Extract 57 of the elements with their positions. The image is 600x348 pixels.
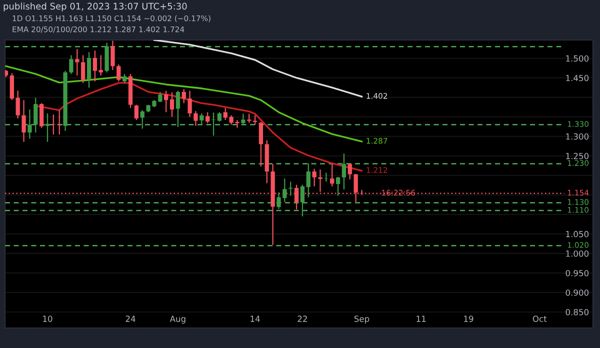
candlestick	[206, 112, 210, 124]
candlestick	[86, 52, 92, 88]
candlestick	[34, 97, 38, 134]
candlestick	[306, 162, 310, 198]
candlestick	[348, 162, 352, 180]
candlestick	[170, 92, 174, 118]
candlestick	[342, 153, 346, 190]
candlestick	[22, 100, 26, 142]
candlestick	[92, 50, 98, 82]
candlestick	[300, 184, 305, 217]
y-tick-label: 0.900	[566, 289, 589, 296]
candlestick	[182, 88, 186, 104]
candlestick	[134, 104, 139, 121]
candlestick	[39, 102, 44, 128]
candlestick	[98, 54, 103, 76]
candlestick	[116, 64, 121, 82]
y-tick-label: 1.050	[566, 230, 589, 238]
candlestick	[10, 72, 14, 101]
x-tick-label: 14	[250, 316, 260, 322]
y-tick-label: 0.850	[566, 308, 589, 316]
y-tick-label: 1.250	[566, 152, 589, 160]
candlestick	[80, 54, 86, 84]
x-tick-label: Aug	[170, 316, 186, 324]
candlestick	[140, 110, 144, 130]
candlestick	[16, 90, 20, 119]
candlestick	[312, 168, 316, 187]
y-tick-label: 1.500	[566, 55, 589, 62]
candlestick	[69, 54, 74, 75]
candlestick	[241, 113, 246, 124]
x-tick-label: 22	[298, 316, 307, 322]
candlestick	[176, 90, 180, 128]
chart-title: published Sep 01, 2023 13:07 UTC+5:30	[4, 2, 187, 12]
x-tick-label: 10	[43, 316, 52, 322]
candlestick	[45, 112, 50, 142]
candlestick	[188, 90, 192, 118]
x-tick-label: 11	[416, 316, 426, 322]
y-tick-label: 1.450	[566, 74, 589, 82]
candlestick	[110, 40, 115, 71]
candlestick	[211, 112, 216, 136]
candlestick	[28, 108, 32, 140]
candlestick	[258, 121, 264, 167]
candlestick	[164, 90, 168, 113]
candlestick	[217, 112, 222, 122]
candlestick	[330, 162, 334, 187]
line-series	[153, 40, 363, 98]
candlestick	[194, 110, 198, 126]
y-tick-label: 1.300	[566, 133, 589, 140]
candlestick	[200, 112, 204, 126]
x-tick-label: 19	[464, 316, 474, 322]
y-tick-label: 0.950	[566, 270, 589, 276]
candlestick	[75, 48, 80, 76]
line-series	[34, 82, 363, 172]
x-tick-label: Oct	[532, 316, 547, 322]
x-tick-label: Sep	[354, 316, 370, 324]
candlestick	[336, 176, 340, 196]
y-tick-label: 1.000	[566, 250, 589, 257]
x-tick-label: 24	[126, 316, 136, 322]
